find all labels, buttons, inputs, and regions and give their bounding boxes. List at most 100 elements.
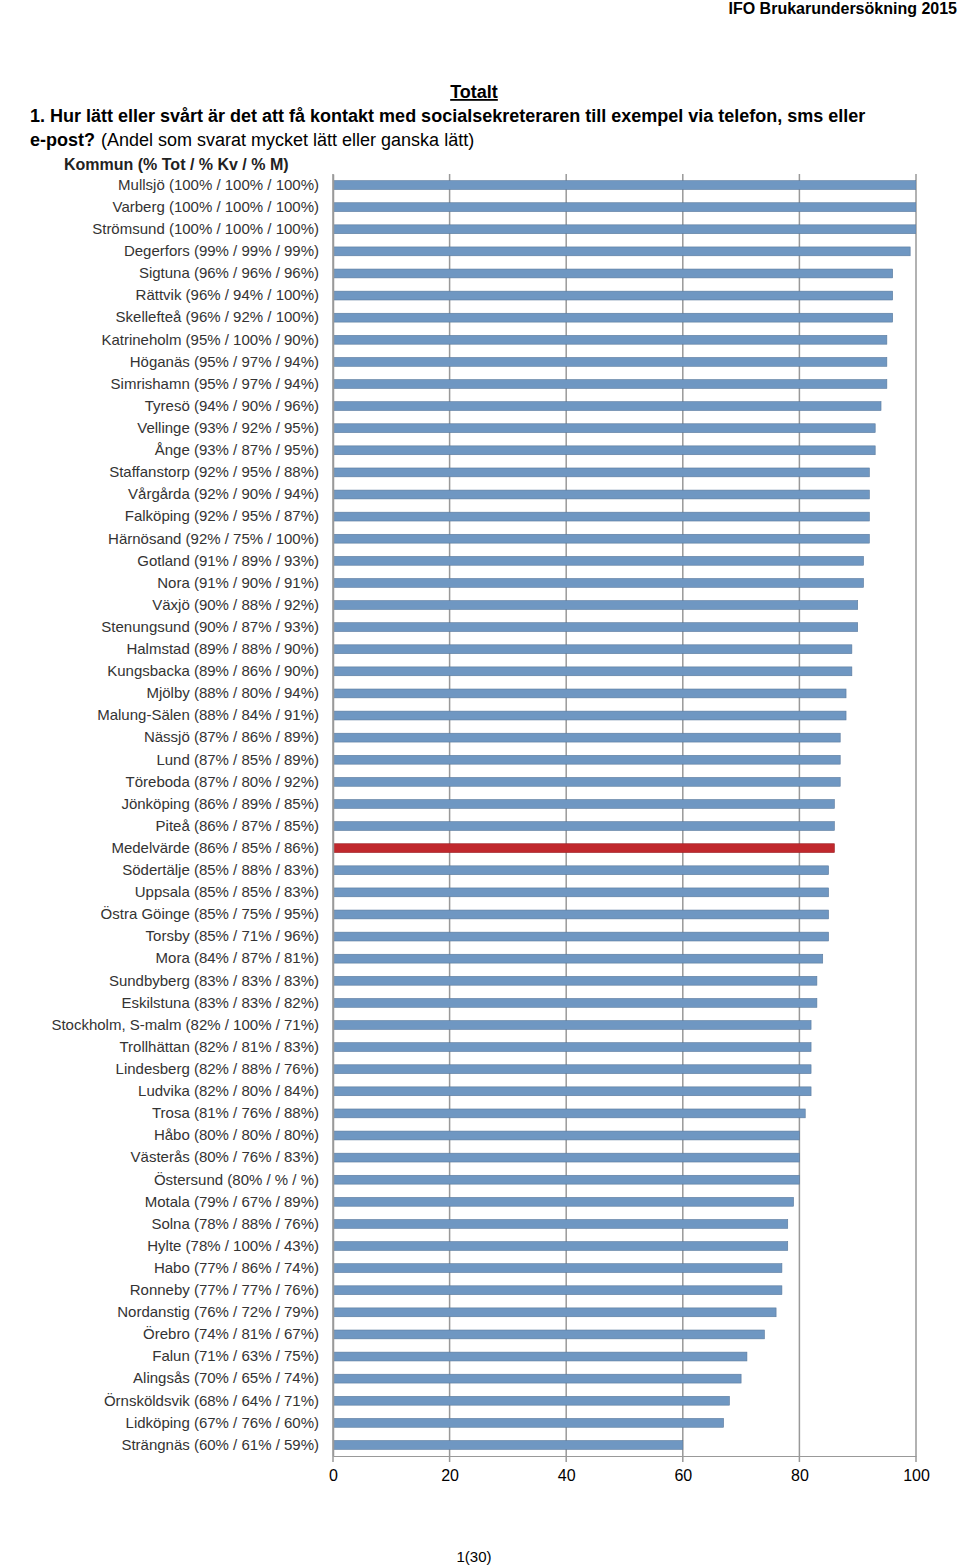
y-tick: Skellefteå (96% / 92% / 100%) [116, 308, 333, 325]
x-tick-label: 20 [441, 1467, 459, 1484]
y-tick: Eskilstuna (83% / 83% / 82%) [121, 994, 333, 1011]
y-tick-label: Härnösand (92% / 75% / 100%) [108, 530, 319, 547]
y-tick-label: Jönköping (86% / 89% / 85%) [121, 795, 319, 812]
y-tick: Nora (91% / 90% / 91%) [157, 574, 333, 591]
y-tick-label: Håbo (80% / 80% / 80%) [154, 1126, 319, 1143]
grid-line [799, 174, 801, 1462]
bar [333, 269, 893, 278]
y-tick: Sundbyberg (83% / 83% / 83%) [109, 972, 333, 989]
x-tick-label: 60 [674, 1467, 692, 1484]
y-tick-label: Nora (91% / 90% / 91%) [157, 574, 319, 591]
x-tick-label: 100 [903, 1467, 930, 1484]
y-tick-label: Tyresö (94% / 90% / 96%) [145, 397, 319, 414]
y-tick-label: Eskilstuna (83% / 83% / 82%) [121, 994, 319, 1011]
y-tick-label: Lund (87% / 85% / 89%) [156, 751, 319, 768]
y-tick-label: Stenungsund (90% / 87% / 93%) [101, 618, 319, 635]
bar [333, 181, 916, 190]
y-tick: Örnsköldsvik (68% / 64% / 71%) [104, 1392, 333, 1409]
bar [333, 645, 852, 654]
bar [333, 1021, 811, 1030]
title-group: 1. Hur lätt eller svårt är det att få ko… [30, 106, 865, 150]
y-tick-label: Kungsbacka (89% / 86% / 90%) [107, 662, 319, 679]
bar [333, 623, 858, 632]
bar [333, 578, 864, 587]
y-tick: Örebro (74% / 81% / 67%) [143, 1325, 333, 1342]
bar [333, 1308, 776, 1317]
y-tick: Malung-Sälen (88% / 84% / 91%) [97, 706, 333, 723]
bar [333, 866, 829, 875]
y-tick-label: Höganäs (95% / 97% / 94%) [130, 353, 319, 370]
y-tick-label: Mora (84% / 87% / 81%) [156, 949, 319, 966]
y-tick-label: Mjölby (88% / 80% / 94%) [146, 684, 319, 701]
y-axis-label: Kommun (% Tot / % Kv / % M) [64, 156, 289, 173]
grid-line [332, 174, 334, 1462]
bar [333, 203, 916, 212]
bar [333, 313, 893, 322]
y-tick-label: Piteå (86% / 87% / 85%) [156, 817, 319, 834]
y-tick-label: Trosa (81% / 76% / 88%) [152, 1104, 319, 1121]
y-tick-label: Solna (78% / 88% / 76%) [151, 1215, 319, 1232]
y-tick: Stenungsund (90% / 87% / 93%) [101, 618, 333, 635]
bar [333, 1219, 788, 1228]
x-tick: 20 [441, 1456, 459, 1484]
bar [333, 777, 840, 786]
bar [333, 976, 817, 985]
y-tick: Mullsjö (100% / 100% / 100%) [118, 176, 333, 193]
y-tick: Medelvärde (86% / 85% / 86%) [111, 839, 333, 856]
grid [333, 174, 916, 1462]
y-tick: Piteå (86% / 87% / 85%) [156, 817, 333, 834]
bar [333, 755, 840, 764]
bar [333, 1175, 799, 1184]
x-tick: 60 [674, 1456, 692, 1484]
y-tick: Kungsbacka (89% / 86% / 90%) [107, 662, 333, 679]
y-tick: Vårgårda (92% / 90% / 94%) [128, 485, 333, 502]
x-tick-label: 40 [558, 1467, 576, 1484]
y-tick: Torsby (85% / 71% / 96%) [146, 927, 333, 944]
y-tick: Alingsås (70% / 65% / 74%) [133, 1369, 333, 1386]
y-tick: Lindesberg (82% / 88% / 76%) [116, 1060, 333, 1077]
y-tick: Uppsala (85% / 85% / 83%) [135, 883, 333, 900]
bar [333, 468, 869, 477]
y-tick-label: Södertälje (85% / 88% / 83%) [122, 861, 319, 878]
bar [333, 998, 817, 1007]
bar [333, 335, 887, 344]
y-tick-label: Östersund (80% / % / %) [154, 1171, 319, 1188]
page-header: IFO Brukarundersökning 2015 [728, 0, 957, 17]
y-tick-label: Uppsala (85% / 85% / 83%) [135, 883, 319, 900]
y-tick-label: Staffanstorp (92% / 95% / 88%) [109, 463, 319, 480]
y-tick: Degerfors (99% / 99% / 99%) [124, 242, 333, 259]
x-axis: 020406080100 [329, 1456, 930, 1484]
bar [333, 556, 864, 565]
bar [333, 1087, 811, 1096]
x-tick-label: 0 [329, 1467, 338, 1484]
y-tick: Stockholm, S-malm (82% / 100% / 71%) [51, 1016, 333, 1033]
bar [333, 954, 823, 963]
y-tick-label: Lidköping (67% / 76% / 60%) [126, 1414, 319, 1431]
y-tick: Håbo (80% / 80% / 80%) [154, 1126, 333, 1143]
y-tick: Mjölby (88% / 80% / 94%) [146, 684, 333, 701]
bar [333, 291, 893, 300]
bar [333, 910, 829, 919]
y-tick-label: Alingsås (70% / 65% / 74%) [133, 1369, 319, 1386]
grid-line [915, 174, 917, 1462]
bar [333, 380, 887, 389]
y-tick: Strömsund (100% / 100% / 100%) [92, 220, 333, 237]
subtitle: (Andel som svarat mycket lätt eller gans… [101, 130, 474, 150]
bar [333, 1264, 782, 1273]
y-tick-label: Lindesberg (82% / 88% / 76%) [116, 1060, 319, 1077]
y-tick: Katrineholm (95% / 100% / 90%) [101, 331, 333, 348]
y-tick: Tyresö (94% / 90% / 96%) [145, 397, 333, 414]
y-tick: Höganäs (95% / 97% / 94%) [130, 353, 333, 370]
bar [333, 1374, 741, 1383]
y-tick-label: Västerås (80% / 76% / 83%) [131, 1148, 319, 1165]
x-axis-line [334, 1456, 917, 1457]
y-tick-label: Trollhättan (82% / 81% / 83%) [119, 1038, 319, 1055]
bar [333, 225, 916, 234]
page-number: 1(30) [456, 1548, 491, 1565]
y-tick: Nordanstig (76% / 72% / 79%) [117, 1303, 333, 1320]
bar [333, 1286, 782, 1295]
bar [333, 424, 875, 433]
y-axis: Mullsjö (100% / 100% / 100%)Varberg (100… [51, 175, 333, 1457]
y-tick-label: Sundbyberg (83% / 83% / 83%) [109, 972, 319, 989]
bar [333, 1109, 805, 1118]
